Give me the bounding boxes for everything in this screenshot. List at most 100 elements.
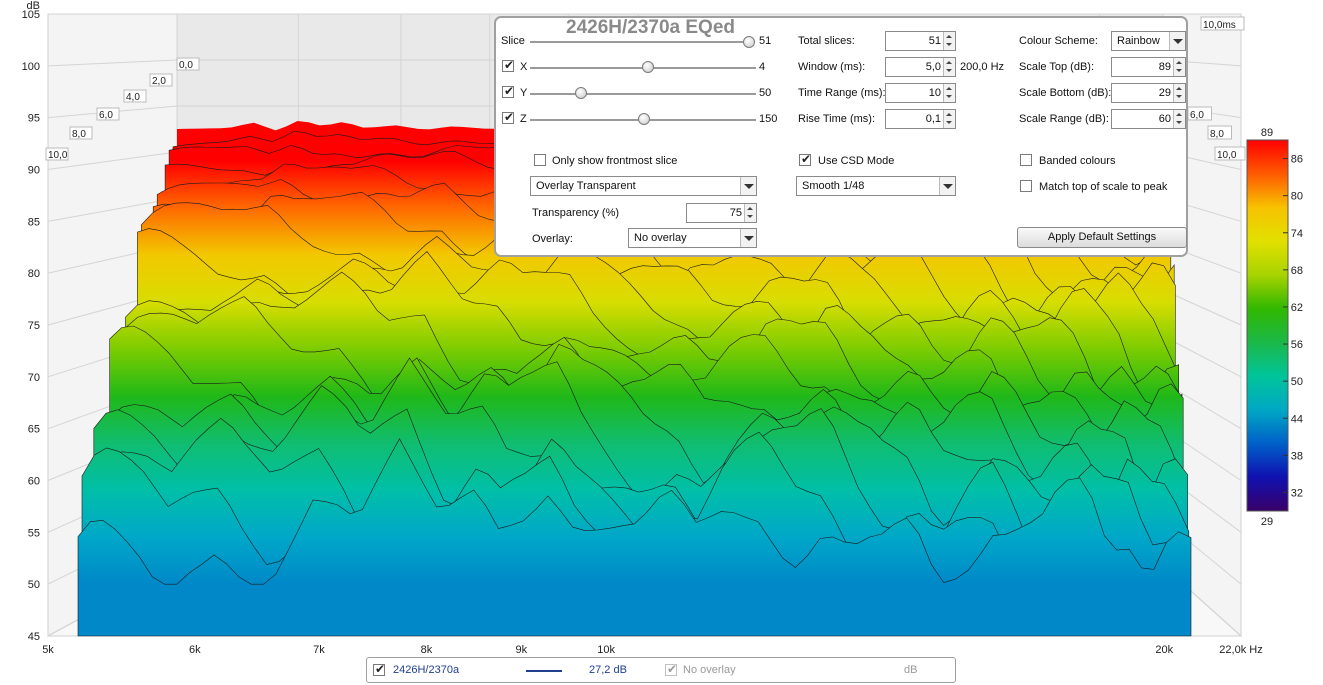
- rise-time-label: Rise Time (ms):: [798, 113, 875, 125]
- y-tick-label: 100: [22, 61, 40, 73]
- z-tick-label: 8,0: [72, 129, 86, 140]
- scale-range-label: Scale Range (dB):: [1019, 113, 1109, 125]
- colour-bar-label: 80: [1291, 191, 1303, 203]
- total-slices-spinner[interactable]: 51: [885, 31, 956, 51]
- grid-line-left: [47, 59, 178, 67]
- rise-time-value: 0,1: [925, 113, 941, 125]
- chevron-down-icon[interactable]: [740, 229, 756, 247]
- overlay-label: Overlay:: [532, 233, 573, 245]
- colour-bar-label: 68: [1291, 265, 1303, 277]
- use-csd-checkbox[interactable]: [799, 152, 811, 166]
- z-tick-label: 6,0: [99, 110, 113, 121]
- x-slider-thumb[interactable]: [642, 61, 654, 73]
- slice-label: Slice: [501, 35, 525, 47]
- y-tick-label: 80: [28, 268, 40, 280]
- series-visible-checkbox[interactable]: [373, 662, 385, 676]
- colour-bar-label: 38: [1291, 450, 1303, 462]
- slice-slider-track[interactable]: [530, 41, 748, 43]
- scale-range-value: 60: [1158, 113, 1171, 125]
- time-range-label: Time Range (ms):: [798, 87, 886, 99]
- colour-scheme-value: Rainbow: [1117, 35, 1160, 47]
- y-slider-track[interactable]: [530, 93, 756, 95]
- x-label: X: [520, 61, 528, 73]
- colour-scheme-select[interactable]: Rainbow: [1111, 31, 1186, 51]
- panel-title: 2426H/2370a EQed: [566, 17, 736, 38]
- colour-bar-label: 32: [1291, 487, 1303, 499]
- x-tick-label: 22,0k Hz: [1219, 644, 1262, 656]
- window-spinner[interactable]: 5,0: [885, 57, 956, 77]
- z-slider-thumb[interactable]: [638, 113, 650, 125]
- x-tick-label: 9k: [515, 644, 527, 656]
- banded-colours-label: Banded colours: [1039, 155, 1116, 167]
- y-label: Y: [520, 87, 528, 99]
- settings-panel: 2426H/2370a EQed Slice 51 X 4 Y 50 Z 150…: [494, 16, 1188, 257]
- smoothing-select[interactable]: Smooth 1/48: [796, 176, 956, 196]
- z-tick-label: 4,0: [126, 92, 140, 103]
- x-checkbox[interactable]: [502, 58, 514, 72]
- transparency-spinner[interactable]: 75: [686, 203, 757, 223]
- chevron-down-icon[interactable]: [740, 177, 756, 195]
- slice-slider-thumb[interactable]: [743, 36, 755, 48]
- z-tick-label: 0,0: [179, 60, 193, 71]
- z-tick-box: [1207, 125, 1232, 140]
- spinner-arrows-icon[interactable]: [943, 84, 955, 102]
- x-value: 4: [759, 61, 766, 73]
- y-slider-thumb[interactable]: [575, 87, 587, 99]
- spinner-arrows-icon[interactable]: [943, 110, 955, 128]
- scale-top-label: Scale Top (dB):: [1019, 61, 1095, 73]
- scale-top-spinner[interactable]: 89: [1111, 57, 1186, 77]
- spinner-arrows-icon[interactable]: [943, 32, 955, 50]
- y-tick-label: 45: [28, 631, 40, 643]
- z-tick-box: [1214, 146, 1246, 161]
- z-tick-label: 8,0: [1210, 129, 1224, 140]
- time-range-spinner[interactable]: 10: [885, 83, 956, 103]
- spinner-arrows-icon[interactable]: [744, 204, 756, 222]
- spinner-arrows-icon[interactable]: [1173, 110, 1185, 128]
- overlay-value: No overlay: [634, 232, 687, 244]
- only-frontmost-label: Only show frontmost slice: [552, 155, 678, 167]
- spinner-arrows-icon[interactable]: [1173, 84, 1185, 102]
- x-tick-label: 5k: [42, 644, 54, 656]
- window-label: Window (ms):: [798, 61, 866, 73]
- scale-bottom-value: 29: [1158, 87, 1171, 99]
- grid-line-right: [1162, 289, 1242, 326]
- spinner-arrows-icon[interactable]: [1173, 58, 1185, 76]
- apply-default-settings-button[interactable]: Apply Default Settings: [1017, 227, 1187, 248]
- chevron-down-icon[interactable]: [1169, 32, 1185, 50]
- z-checkbox[interactable]: [502, 110, 514, 124]
- slice-value: 51: [759, 35, 772, 47]
- overlay-mode-select[interactable]: Overlay Transparent: [530, 176, 757, 196]
- colour-bar-label: 89: [1261, 127, 1273, 139]
- z-tick-box: [1200, 16, 1245, 31]
- z-tick-box: [69, 126, 93, 140]
- z-label: Z: [520, 113, 527, 125]
- z-tick-box: [149, 73, 173, 87]
- z-tick-label: 6,0: [1190, 110, 1204, 121]
- window-hz: 200,0 Hz: [960, 61, 1005, 73]
- colour-bar-label: 74: [1291, 228, 1303, 240]
- grid-line-left: [47, 151, 178, 170]
- total-slices-value: 51: [928, 35, 941, 47]
- y-axis: 45 50 55 60 65 70 75 80 85 90 95 100 105: [22, 9, 40, 643]
- chevron-down-icon[interactable]: [939, 177, 955, 195]
- rise-time-spinner[interactable]: 0,1: [885, 109, 956, 129]
- colour-bar-label: 86: [1291, 154, 1303, 166]
- scale-range-spinner[interactable]: 60: [1111, 109, 1186, 129]
- y-tick-label: 90: [28, 165, 40, 177]
- y-tick-label: 55: [28, 527, 40, 539]
- z-tick-box: [176, 57, 200, 71]
- only-frontmost-checkbox[interactable]: [534, 154, 546, 166]
- overlay-select[interactable]: No overlay: [628, 228, 757, 248]
- scale-bottom-spinner[interactable]: 29: [1111, 83, 1186, 103]
- spinner-arrows-icon[interactable]: [943, 58, 955, 76]
- legend-series-line: [526, 670, 562, 672]
- x-tick-label: 6k: [189, 644, 201, 656]
- transparency-label: Transparency (%): [532, 207, 620, 219]
- z-tick-box: [96, 107, 120, 121]
- y-value: 50: [759, 87, 772, 99]
- match-top-checkbox[interactable]: [1020, 180, 1032, 192]
- colour-bar-label: 56: [1291, 339, 1303, 351]
- y-checkbox[interactable]: [502, 84, 514, 98]
- overlay-visible-checkbox[interactable]: [665, 662, 677, 676]
- banded-colours-checkbox[interactable]: [1020, 154, 1032, 166]
